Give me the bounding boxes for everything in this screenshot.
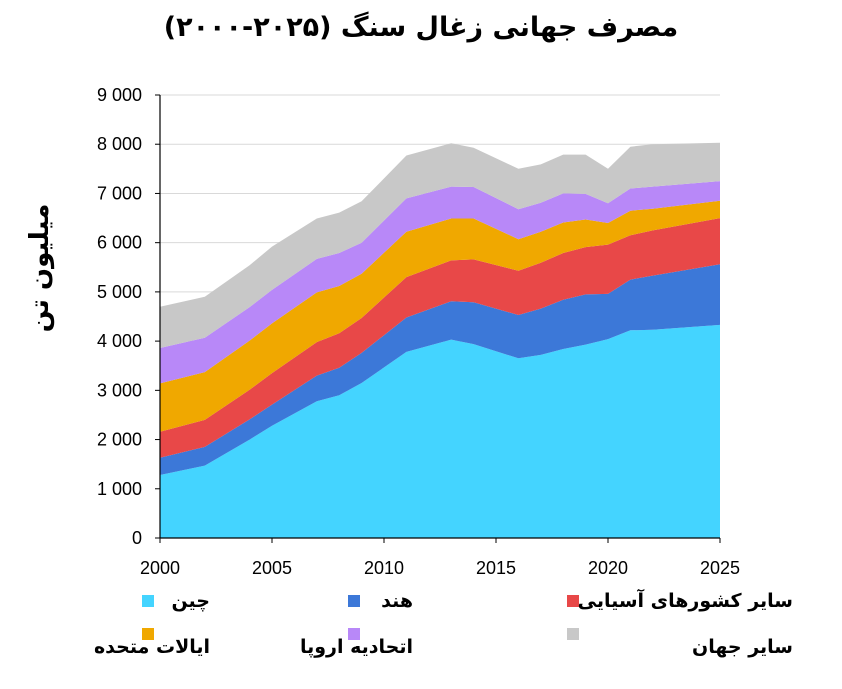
y-tick-label: 7 000: [97, 183, 142, 203]
legend-label: ایالات متحده: [93, 636, 210, 658]
area-series-1: [160, 264, 720, 475]
x-tick-label: 2020: [588, 558, 628, 578]
area-series-2: [160, 218, 720, 458]
legend-swatch: [348, 595, 360, 607]
x-tick-label: 2005: [252, 558, 292, 578]
y-tick-label: 9 000: [97, 85, 142, 105]
legend-label: سایر جهان: [692, 636, 793, 658]
area-series-3: [160, 200, 720, 432]
legend-swatch: [142, 628, 154, 640]
legend-label: اتحادیه اروپا: [299, 636, 413, 658]
area-series-0: [160, 324, 720, 538]
y-tick-label: 3 000: [97, 380, 142, 400]
x-tick-label: 2025: [700, 558, 740, 578]
x-tick-label: 2015: [476, 558, 516, 578]
legend-swatch: [348, 628, 360, 640]
legend-swatch: [567, 628, 579, 640]
y-tick-label: 2 000: [97, 430, 142, 450]
x-tick-label: 2010: [364, 558, 404, 578]
y-tick-label: 1 000: [97, 479, 142, 499]
area-series-5: [160, 142, 720, 348]
y-tick-label: 5 000: [97, 282, 142, 302]
axes: 0 1 000 2 000 3 000 4 000 5 000 6 000 7 000 8 00…: [97, 85, 740, 578]
legend-label: چین: [171, 590, 210, 612]
legend-label: هند: [381, 590, 413, 612]
legend-swatch: [142, 595, 154, 607]
x-tick-label: 2000: [140, 558, 180, 578]
legend-swatch: [567, 595, 579, 607]
y-tick-label: 6 000: [97, 233, 142, 253]
chart-title: مصرف جهانی زغال سنگ (۲۰۲۵-۲۰۰۰): [163, 12, 679, 43]
y-tick-label: 4 000: [97, 331, 142, 351]
y-tick-label: 8 000: [97, 134, 142, 154]
legend-label: سایر کشورهای آسیایی: [577, 590, 793, 612]
areas: [160, 142, 720, 538]
area-series-4: [160, 181, 720, 384]
y-tick-label: 0: [132, 528, 142, 548]
